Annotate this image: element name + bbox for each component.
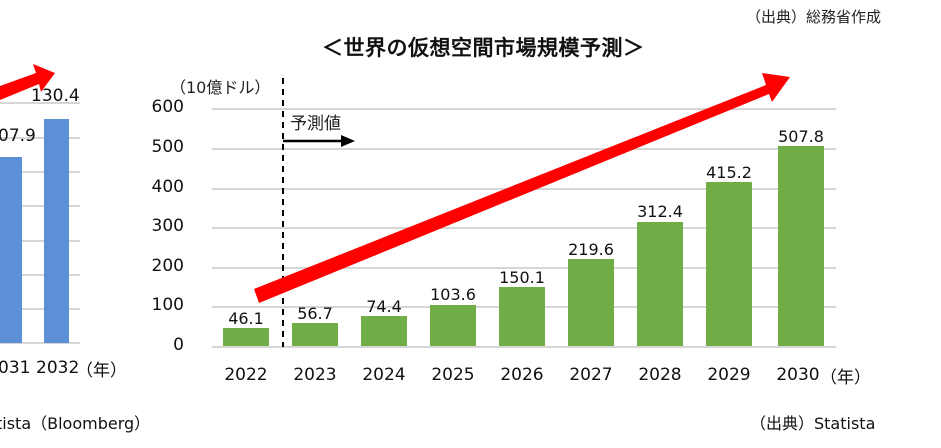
x-tick-2028: 2028 xyxy=(638,365,682,385)
left-baseline xyxy=(0,342,80,344)
y-tick-600: 600 xyxy=(151,97,184,117)
left-bar-2032 xyxy=(44,119,69,343)
chart-title: ＜世界の仮想空間市場規模予測＞ xyxy=(322,36,645,60)
bar-2030 xyxy=(778,146,824,346)
source-note-bottom: （出典）Statista xyxy=(750,414,876,433)
left-source-note: tista（Bloomberg） xyxy=(0,414,151,433)
value-label-2022: 46.1 xyxy=(228,309,264,328)
value-label-2023: 56.7 xyxy=(297,304,333,323)
left-x-label-2032: 2032 xyxy=(36,358,80,378)
left-gridline xyxy=(0,308,80,310)
value-label-2024: 74.4 xyxy=(366,297,402,316)
left-gridline xyxy=(0,240,80,242)
gridline-600 xyxy=(212,108,836,110)
bar-2029 xyxy=(706,182,752,346)
x-tick-2022: 2022 xyxy=(224,365,268,385)
value-label-2028: 312.4 xyxy=(637,202,683,221)
x-tick-2023: 2023 xyxy=(293,365,337,385)
y-tick-100: 100 xyxy=(151,295,184,315)
gridline-300 xyxy=(212,227,836,229)
y-tick-500: 500 xyxy=(151,137,184,157)
x-tick-2030: 2030 xyxy=(776,365,820,385)
left-bar-2031 xyxy=(0,157,22,343)
gridline-500 xyxy=(212,148,836,150)
bar-2026 xyxy=(499,287,545,346)
y-tick-400: 400 xyxy=(151,177,184,197)
left-trend-arrow-icon xyxy=(0,64,55,100)
baseline-0 xyxy=(212,346,836,348)
bar-2028 xyxy=(637,222,683,346)
value-label-2025: 103.6 xyxy=(430,285,476,304)
bar-2024 xyxy=(361,316,407,346)
left-gridline xyxy=(0,274,80,276)
left-value-label-2031: 07.9 xyxy=(0,126,36,146)
source-note-top: （出典）総務省作成 xyxy=(746,8,882,26)
y-tick-200: 200 xyxy=(151,256,184,276)
x-tick-2027: 2027 xyxy=(569,365,613,385)
x-axis-year-unit: （年） xyxy=(820,368,871,388)
forecast-arrow-icon xyxy=(283,135,355,147)
value-label-2026: 150.1 xyxy=(499,268,545,287)
value-label-2029: 415.2 xyxy=(706,163,752,182)
bar-2023 xyxy=(292,323,338,346)
trend-arrow-icon xyxy=(254,73,790,303)
left-gridline xyxy=(0,171,80,173)
bar-2022 xyxy=(223,328,269,346)
forecast-label: 予測値 xyxy=(290,114,341,134)
bar-2025 xyxy=(430,305,476,346)
x-tick-2025: 2025 xyxy=(431,365,475,385)
x-tick-2026: 2026 xyxy=(500,365,544,385)
left-gridline xyxy=(0,205,80,207)
value-label-2030: 507.8 xyxy=(778,127,824,146)
gridline-200 xyxy=(212,267,836,269)
value-label-2027: 219.6 xyxy=(568,240,614,259)
left-x-label-2031: 031 xyxy=(0,358,31,378)
y-axis-unit-label: （10億ドル） xyxy=(170,78,271,97)
x-tick-2029: 2029 xyxy=(707,365,751,385)
y-tick-300: 300 xyxy=(151,216,184,236)
bar-2027 xyxy=(568,259,614,346)
left-value-label-2032: 130.4 xyxy=(31,86,80,106)
y-tick-0: 0 xyxy=(173,335,184,355)
left-gridline xyxy=(0,137,80,139)
x-tick-2024: 2024 xyxy=(362,365,406,385)
left-year-unit: （年） xyxy=(76,361,127,381)
left-gridline xyxy=(0,102,80,104)
